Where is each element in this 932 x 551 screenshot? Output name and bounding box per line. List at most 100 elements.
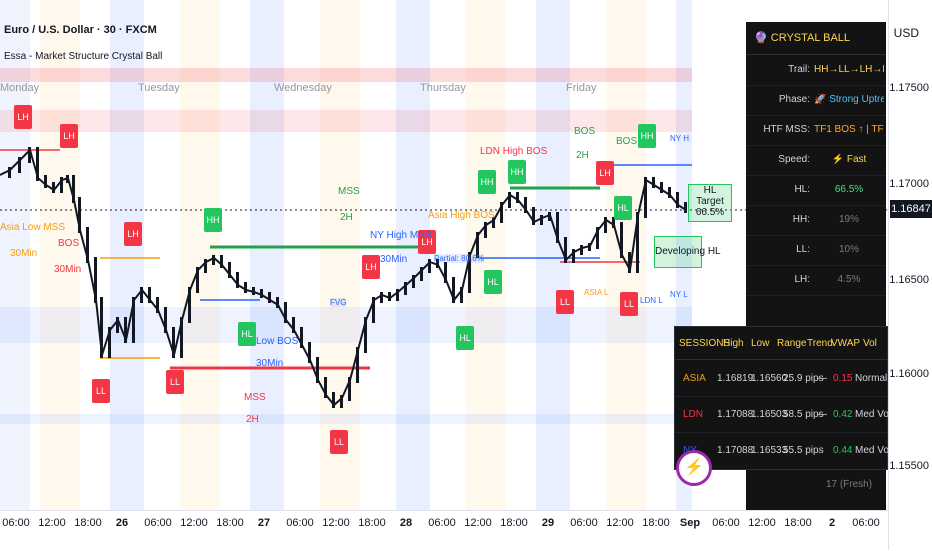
swing-label-ll: LL — [620, 292, 638, 316]
crystal-row-lh: LH: 4.5% — [746, 265, 886, 296]
hl-target-box: HL Target 66.5% — [688, 184, 732, 222]
asia-low-label: ASIA L — [584, 288, 609, 297]
crystal-row-htf-mss: HTF MSS: TF1 BOS ↑ | TF2 BOS ↑ — [746, 115, 886, 146]
time-tick: 18:00 — [784, 517, 812, 529]
col-header: Low — [751, 338, 770, 349]
candle — [276, 297, 279, 308]
currency-label[interactable]: USD — [893, 26, 919, 40]
price-tick: 1.16500 — [889, 274, 929, 286]
col-header: Range — [777, 338, 807, 349]
symbol-title[interactable]: Euro / U.S. Dollar · 30 · FXCM — [4, 24, 157, 36]
time-tick: 18:00 — [500, 517, 528, 529]
swing-label-hh: HH — [478, 170, 496, 194]
col-header: Vol — [863, 338, 877, 349]
price-chart[interactable]: LH LH LH LH LH LL LL LL LL LL LH HH HH H… — [0, 0, 888, 510]
session-row-asia: ASIA 1.16819 1.16560 25.9 pips — 0.15 No… — [675, 360, 887, 397]
row-key: HH: — [792, 214, 810, 225]
day-label: Wednesday — [274, 82, 332, 94]
candle — [364, 317, 367, 353]
candle — [380, 292, 383, 303]
session-name: LDN — [683, 409, 704, 420]
candle — [588, 243, 591, 251]
price-structure-svg — [0, 147, 888, 408]
time-tick: 06:00 — [2, 517, 30, 529]
hl-target-label: HL Target — [696, 185, 724, 207]
price-tick: 1.16000 — [889, 368, 929, 380]
candle — [556, 212, 559, 243]
indicator-name[interactable]: Essa - Market Structure Crystal Ball — [4, 51, 163, 62]
candle — [132, 297, 135, 343]
candle — [500, 202, 503, 223]
time-tick: 06:00 — [428, 517, 456, 529]
row-value: TF1 BOS ↑ | TF2 BOS ↑ — [814, 124, 884, 135]
candle — [412, 275, 415, 288]
candle — [652, 177, 655, 188]
time-tick: 26 — [115, 517, 129, 529]
candle — [196, 267, 199, 293]
ny-high-label: NY H — [670, 134, 689, 143]
last-price-badge: 1.16847 — [890, 200, 932, 218]
time-tick: 12:00 — [606, 517, 634, 529]
row-key: Speed: — [778, 154, 810, 165]
lightning-icon[interactable]: ⚡ — [676, 450, 712, 486]
candle — [564, 237, 567, 263]
time-tick: 29 — [541, 517, 555, 529]
candle — [100, 297, 103, 358]
low-bos-label: Low BOS — [256, 336, 299, 347]
candle — [300, 327, 303, 348]
time-tick: 18:00 — [74, 517, 102, 529]
candle — [52, 182, 55, 193]
developing-hl-box: Developing HL — [654, 236, 721, 268]
time-axis[interactable]: 06:00 12:00 18:00 26 06:00 12:00 18:00 2… — [0, 510, 888, 551]
day-label: Friday — [566, 82, 597, 94]
row-key: Trail: — [788, 64, 810, 75]
candle — [164, 307, 167, 333]
candle — [236, 272, 239, 288]
swing-label-lh: LH — [362, 255, 380, 279]
candle — [308, 342, 311, 363]
time-tick: 18:00 — [358, 517, 386, 529]
row-key: LL: — [796, 244, 810, 255]
candle — [356, 347, 359, 383]
time-tick: 06:00 — [712, 517, 740, 529]
candle — [60, 177, 63, 193]
resistance-zone — [0, 110, 692, 132]
time-tick: 06:00 — [570, 517, 598, 529]
candle — [72, 175, 75, 203]
session-vwap: 0.15 — [833, 373, 853, 384]
swing-label-ll: LL — [330, 430, 348, 454]
session-vwap: 0.44 — [833, 445, 853, 456]
candle — [180, 317, 183, 358]
price-axis[interactable]: USD 1.17500 1.17000 1.16500 1.16000 1.15… — [888, 0, 932, 550]
candle — [676, 192, 679, 208]
crystal-row-trail: Trail: HH→LL→LH→LL→HH — [746, 55, 886, 86]
time-tick: 18:00 — [216, 517, 244, 529]
time-tick: 12:00 — [38, 517, 66, 529]
candle — [252, 287, 255, 295]
candle — [548, 212, 551, 221]
ldn-high-bos-label: LDN High BOS — [480, 146, 548, 157]
row-value: HH→LL→LH→LL→HH — [814, 64, 884, 75]
candle — [28, 147, 31, 163]
candle — [108, 327, 111, 358]
session-vol: Med Vol — [855, 409, 892, 420]
row-key: Phase: — [778, 94, 810, 105]
swing-label-hl: HL — [484, 270, 502, 294]
candle — [66, 175, 69, 183]
time-tick: 12:00 — [322, 517, 350, 529]
candle — [140, 287, 143, 303]
candle — [572, 249, 575, 263]
time-tick: 12:00 — [748, 517, 776, 529]
time-tick: Sep — [679, 517, 701, 529]
timeframe-label: 30Min — [256, 358, 284, 369]
day-label: Thursday — [420, 82, 466, 94]
support-zone — [0, 307, 692, 343]
time-tick: 18:00 — [642, 517, 670, 529]
candle — [8, 167, 11, 178]
bos-label: BOS — [616, 136, 638, 147]
candle — [212, 255, 215, 265]
candle — [348, 377, 351, 401]
price-tick: 1.15500 — [889, 460, 929, 472]
time-tick: 06:00 — [144, 517, 172, 529]
session-low: 1.16560 — [751, 373, 788, 384]
